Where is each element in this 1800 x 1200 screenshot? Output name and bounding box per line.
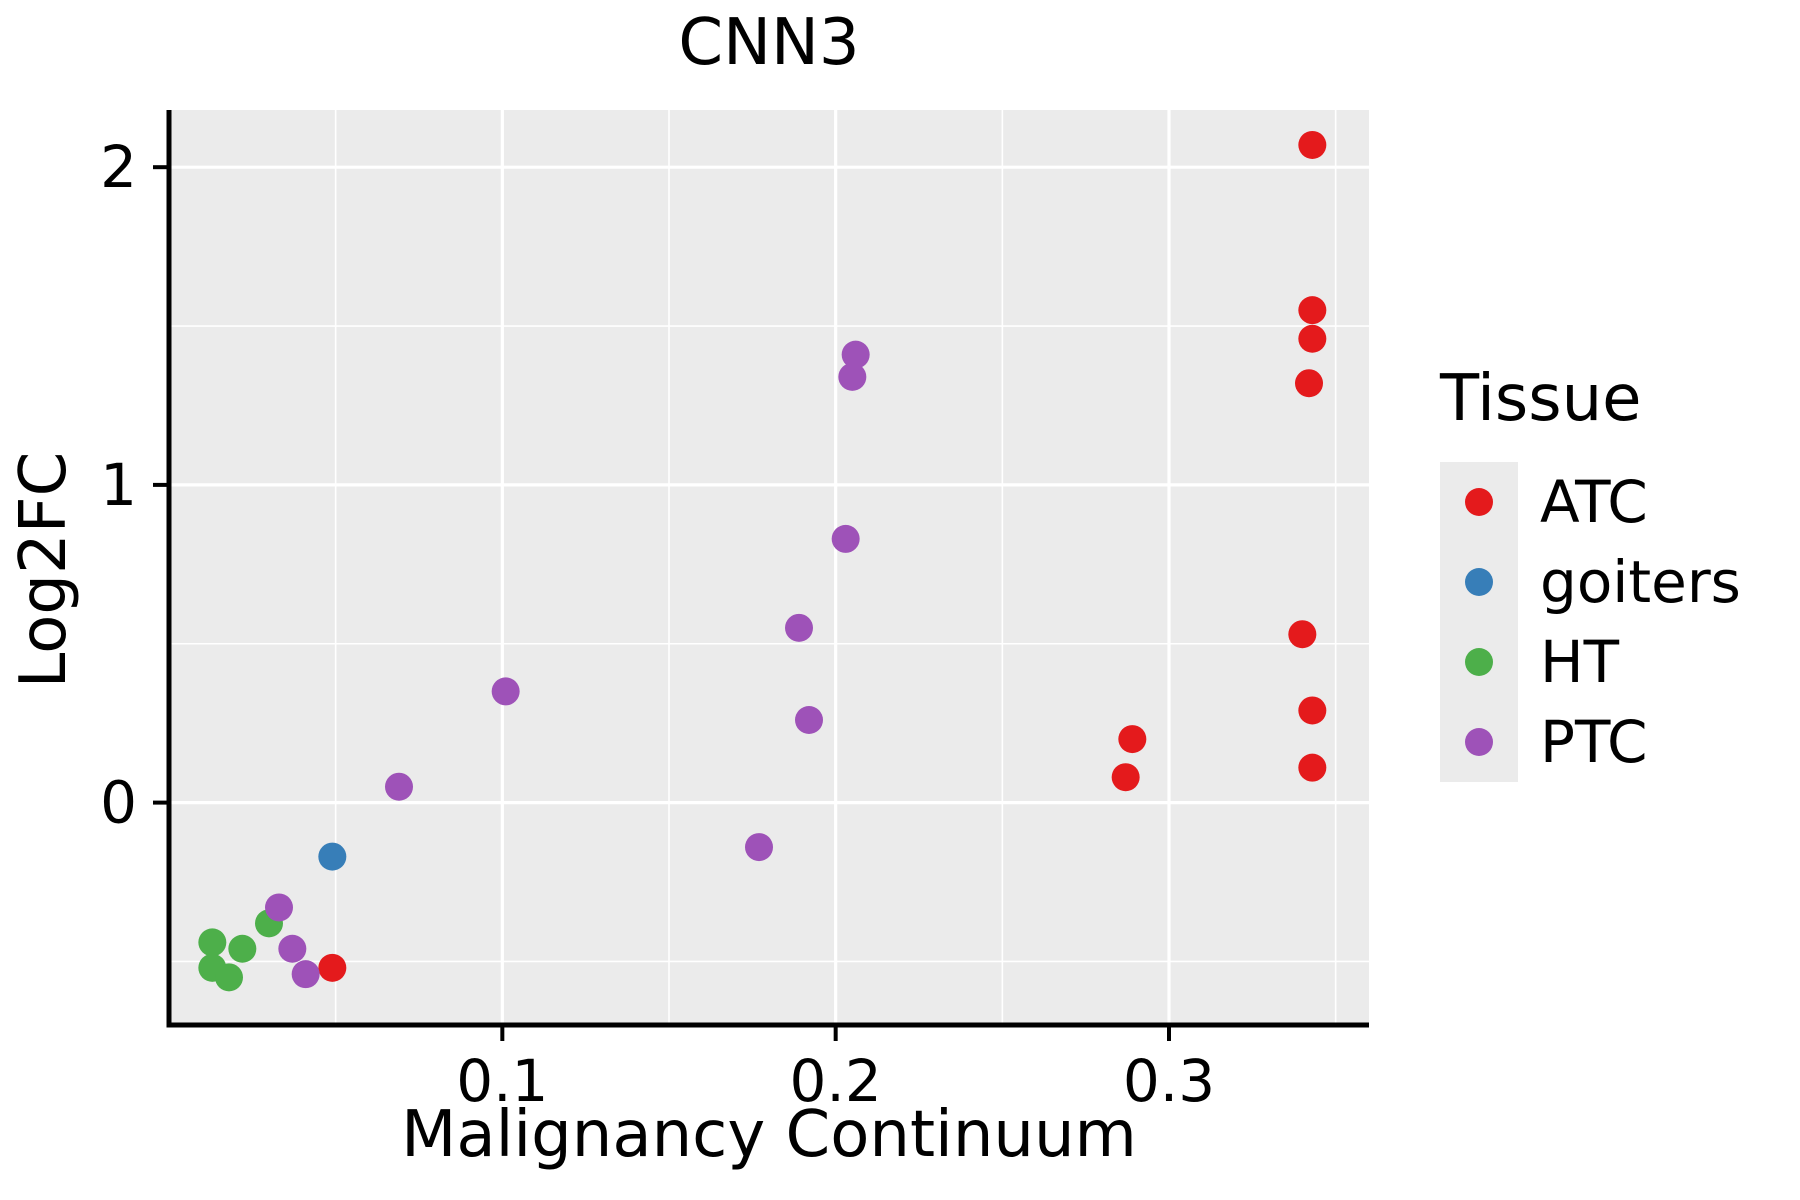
x-tick-label: 0.3 [1123, 1047, 1215, 1115]
data-point-PTC [265, 893, 293, 922]
legend-item-label: ATC [1540, 468, 1648, 536]
legend-item-label: goiters [1540, 548, 1741, 616]
legend-items: ATC goiters HT PTC [1440, 462, 1741, 782]
legend-title: Tissue [1440, 362, 1642, 436]
data-point-ATC [318, 953, 347, 982]
legend-dot-icon [1465, 488, 1493, 516]
legend-dot-icon [1465, 648, 1493, 676]
data-point-HT [198, 928, 227, 957]
data-point-PTC [785, 613, 813, 642]
legend-item-ATC: ATC [1440, 462, 1741, 542]
legend-dot-icon [1465, 728, 1493, 756]
data-point-PTC [795, 706, 823, 734]
data-point-ATC [1295, 369, 1323, 398]
legend-key [1440, 462, 1518, 542]
data-point-ATC [1118, 725, 1147, 754]
x-tick-label: 0.1 [456, 1047, 548, 1115]
data-point-PTC [838, 362, 867, 391]
legend-key [1440, 622, 1518, 702]
data-point-PTC [385, 772, 413, 801]
data-point-PTC [831, 524, 860, 553]
data-point-ATC [1298, 130, 1327, 159]
data-point-PTC [291, 960, 320, 989]
data-point-ATC [1288, 620, 1317, 649]
legend: Tissue ATC goiters HT PTC [1440, 362, 1741, 782]
y-tick-label: 2 [100, 133, 137, 201]
data-point-ATC [1298, 324, 1327, 353]
data-point-ATC [1298, 696, 1327, 725]
data-point-ATC [1298, 753, 1327, 782]
chart-title: CNN3 [678, 6, 860, 80]
legend-key [1440, 542, 1518, 622]
legend-item-HT: HT [1440, 622, 1741, 702]
legend-key [1440, 702, 1518, 782]
data-point-PTC [278, 934, 307, 963]
y-tick-label: 0 [100, 769, 137, 837]
legend-item-goiters: goiters [1440, 542, 1741, 622]
data-point-ATC [1111, 763, 1140, 792]
legend-item-label: HT [1540, 628, 1620, 696]
data-point-PTC [745, 833, 773, 862]
legend-item-PTC: PTC [1440, 702, 1741, 782]
data-point-PTC [841, 340, 870, 369]
data-point-PTC [491, 677, 520, 706]
legend-item-label: PTC [1540, 708, 1648, 776]
y-tick-label: 1 [100, 451, 137, 519]
legend-dot-icon [1465, 568, 1493, 596]
data-point-HT [228, 934, 257, 963]
data-point-ATC [1298, 296, 1327, 325]
x-axis-title: Malignancy Continuum [401, 1098, 1137, 1172]
data-point-HT [215, 963, 243, 992]
x-tick-label: 0.2 [790, 1047, 882, 1115]
data-point-goiters [318, 842, 347, 871]
